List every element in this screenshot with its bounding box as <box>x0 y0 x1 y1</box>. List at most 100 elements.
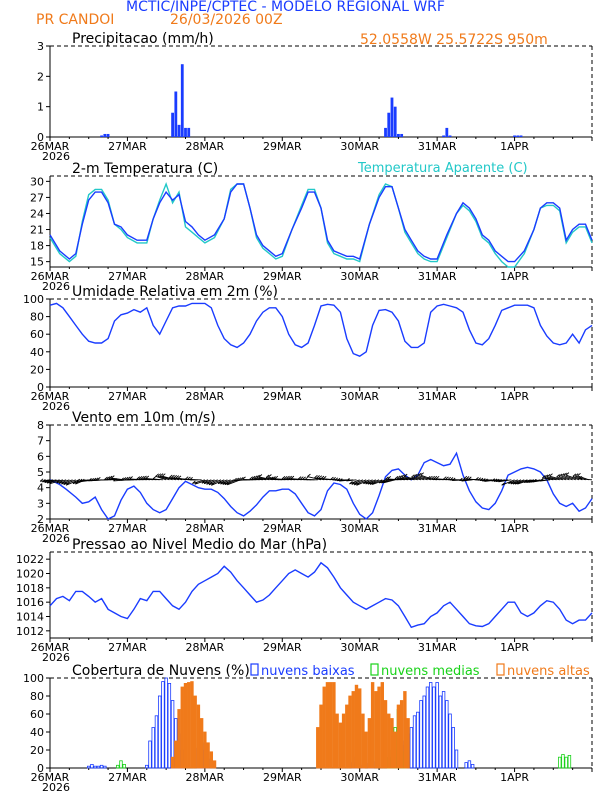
cloud-bar-nuvens-medias <box>567 755 572 769</box>
wind-arrow-head <box>508 480 512 484</box>
wind-arrow-head <box>44 479 48 483</box>
wind-arrow-head <box>97 477 101 481</box>
wind-arrow-head <box>542 475 546 479</box>
cloud-bar-nuvens-baixas <box>151 727 155 769</box>
wind-arrow-head <box>411 474 415 478</box>
series-line-velocidade <box>49 451 593 520</box>
wind-arrow-head <box>111 475 115 479</box>
wind-arrow-head <box>56 480 60 484</box>
x-tick-label: 31MAR <box>418 641 457 654</box>
wind-arrow <box>206 479 218 485</box>
wind-arrow-head <box>565 472 570 476</box>
wind-arrow-head <box>189 477 193 481</box>
wind-arrow <box>367 479 380 485</box>
wind-arrow-head <box>49 480 53 485</box>
wind-arrow <box>61 479 73 485</box>
wind-arrow-head <box>561 473 565 477</box>
wind-arrow-head <box>501 482 505 486</box>
wind-arrow <box>65 479 80 486</box>
wind-arrow-head <box>353 482 358 486</box>
wind-arrow-head <box>224 481 229 485</box>
cloud-bar-nuvens-altas <box>203 731 207 769</box>
x-year-label: 2026 <box>42 280 70 293</box>
cloud-bar-nuvens-altas <box>399 700 404 769</box>
x-tick-label: 28MAR <box>186 771 225 784</box>
y-tick-label: 0 <box>37 131 44 144</box>
cloud-bar-nuvens-altas <box>406 718 410 769</box>
wind-arrow-head <box>270 476 274 480</box>
cloud-bar-nuvens-baixas <box>428 682 433 769</box>
x-tick-label: 26MAR <box>31 390 70 403</box>
cloud-bar-nuvens-altas <box>196 704 201 769</box>
wind-arrow-head <box>463 475 468 480</box>
wind-arrow-head <box>127 476 131 480</box>
y-tick-label: 40 <box>30 346 44 359</box>
wind-arrow <box>578 478 593 481</box>
series-line-ur <box>49 302 593 357</box>
cloud-bar-nuvens-altas <box>174 740 178 769</box>
y-tick-label: 2 <box>37 70 44 83</box>
y-tick-label: 3 <box>37 40 44 53</box>
cloud-bar-nuvens-medias <box>558 756 562 769</box>
cloud-bar-nuvens-medias <box>119 760 123 769</box>
wind-arrow-head <box>175 475 180 479</box>
precip-bar <box>397 133 400 137</box>
wind-arrow <box>381 479 393 484</box>
y-tick-label: 1012 <box>16 625 44 638</box>
wind-arrow-head <box>211 482 215 486</box>
header-title: MCTIC/INPE/CPTEC - MODELO REGIONAL WRF <box>126 0 445 15</box>
wind-arrow-head <box>484 478 488 482</box>
wind-arrow <box>394 478 405 481</box>
wind-arrow-head <box>528 479 532 483</box>
x-tick-label: 26MAR <box>31 270 70 283</box>
cloud-bar-nuvens-altas <box>361 713 365 769</box>
wind-arrow-head <box>558 473 563 477</box>
wind-arrow-head <box>265 474 270 478</box>
y-tick-label: 3 <box>37 497 44 510</box>
x-tick-label: 26MAR <box>31 771 70 784</box>
wind-arrow-head <box>256 474 260 478</box>
y-tick-label: 18 <box>30 240 44 253</box>
wind-arrow-head <box>124 476 129 481</box>
cloud-bar-nuvens-baixas <box>409 727 414 769</box>
wind-arrow <box>211 479 225 486</box>
cloud-bar-nuvens-altas <box>170 756 175 769</box>
wind-arrow <box>254 477 267 481</box>
cloud-bar-nuvens-medias <box>561 754 565 769</box>
wind-arrow-head <box>396 475 401 479</box>
x-tick-label: 1APR <box>500 641 529 654</box>
wind-arrow <box>162 475 176 481</box>
x-tick-label: 29MAR <box>263 641 302 654</box>
wind-arrow <box>222 479 235 485</box>
header-location: 52.0558W 25.5722S 950m <box>360 32 548 48</box>
y-tick-label: 1020 <box>16 568 44 581</box>
wind-arrow-head <box>532 479 537 483</box>
cloud-bar-nuvens-medias <box>116 764 120 769</box>
wind-arrow-head <box>578 475 583 480</box>
wind-arrow-head <box>286 475 290 479</box>
cloud-bar-nuvens-altas <box>206 742 210 769</box>
x-tick-label: 28MAR <box>186 140 225 153</box>
wind-arrow-head <box>378 480 383 484</box>
y-tick-label: 4 <box>37 482 44 495</box>
wind-arrow-head <box>401 474 406 478</box>
wind-arrow-head <box>546 473 551 478</box>
wind-arrow <box>369 479 383 485</box>
cloud-bar-nuvens-altas <box>367 718 372 769</box>
wind-arrow <box>413 476 425 481</box>
cloud-bar-nuvens-altas <box>377 686 381 769</box>
wind-arrow-head <box>336 477 341 482</box>
x-tick-label: 1APR <box>500 522 529 535</box>
wind-arrow-head <box>88 478 92 482</box>
cloud-bar-nuvens-altas <box>403 691 407 769</box>
y-tick-label: 15 <box>30 256 44 269</box>
precip-bar <box>174 91 178 137</box>
x-tick-label: 30MAR <box>340 140 379 153</box>
wind-arrow-head <box>169 474 173 478</box>
cloud-bar-nuvens-altas <box>335 713 339 769</box>
wind-arrow-head <box>297 476 302 480</box>
wind-arrow-head <box>367 481 372 485</box>
wind-arrow <box>256 477 270 481</box>
wind-arrow <box>501 479 515 486</box>
